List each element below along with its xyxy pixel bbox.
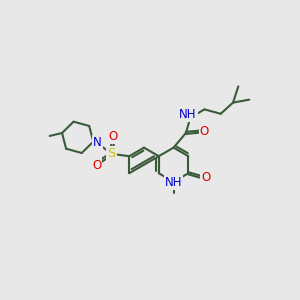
Text: O: O (200, 125, 209, 138)
Text: S: S (107, 147, 116, 160)
Text: NH: NH (179, 108, 197, 121)
Text: N: N (93, 136, 102, 149)
Text: O: O (92, 158, 101, 172)
Text: NH: NH (165, 176, 182, 189)
Text: O: O (108, 130, 118, 143)
Text: O: O (201, 171, 211, 184)
